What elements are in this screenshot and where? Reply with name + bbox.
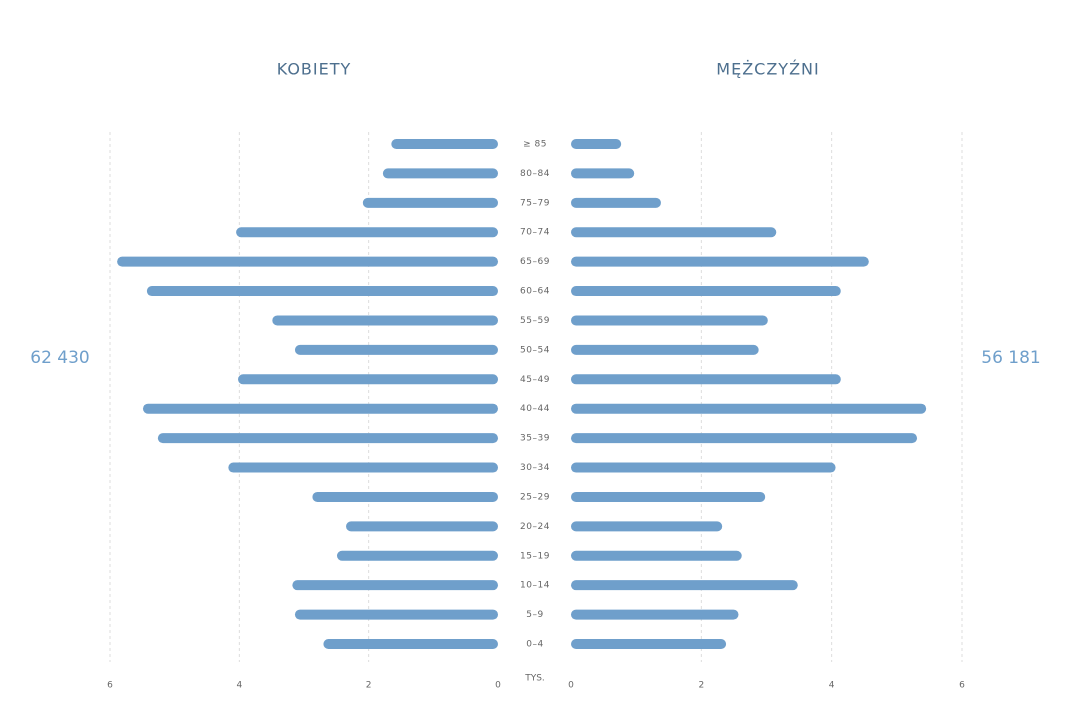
bar (238, 374, 499, 385)
x-tick-label: 6 (959, 681, 965, 691)
category-label: 10–14 (520, 581, 550, 591)
bar (346, 521, 498, 532)
bar (146, 286, 499, 297)
bar (117, 256, 498, 267)
bar (571, 433, 918, 444)
x-tick-label: 2 (366, 681, 372, 691)
bar (157, 433, 498, 444)
bar (236, 227, 498, 238)
bar (571, 403, 927, 414)
bar (571, 256, 869, 267)
bar (228, 462, 498, 473)
category-label: 75–79 (520, 198, 550, 208)
bar (571, 227, 777, 238)
bar (571, 491, 766, 502)
left-total: 62 430 (30, 348, 89, 368)
x-tick-label: 0 (495, 681, 501, 691)
bar (571, 139, 622, 149)
x-tick-label: 4 (236, 681, 242, 691)
bar (571, 374, 841, 385)
bar (571, 315, 768, 326)
left-title: KOBIETY (277, 60, 352, 79)
category-label: 80–84 (520, 169, 550, 179)
category-label: 50–54 (520, 345, 550, 355)
category-label: 45–49 (520, 375, 550, 385)
axis-unit: TYS. (524, 674, 545, 684)
category-label: 15–19 (520, 551, 550, 561)
bar (571, 580, 798, 591)
bar (272, 315, 498, 326)
bar (571, 286, 841, 297)
right-total: 56 181 (981, 348, 1040, 368)
x-tick-label: 0 (568, 681, 574, 691)
bar (323, 639, 498, 649)
bar (391, 139, 498, 149)
bar (382, 168, 498, 179)
x-tick-label: 6 (107, 681, 113, 691)
bar (571, 197, 661, 208)
bar (571, 521, 723, 532)
bar (571, 639, 727, 649)
bar (571, 550, 742, 561)
bar (571, 344, 759, 355)
bar (142, 403, 499, 414)
bar (292, 580, 498, 591)
category-label: 30–34 (520, 463, 550, 473)
category-label: 60–64 (520, 287, 550, 297)
bar (571, 462, 836, 473)
bar (362, 197, 498, 208)
category-label: 35–39 (520, 434, 550, 444)
bar (571, 168, 635, 179)
category-label: 40–44 (520, 404, 550, 414)
category-label: 0–4 (526, 640, 543, 650)
x-tick-label: 4 (829, 681, 835, 691)
bar (294, 609, 498, 620)
right-title: MĘŻCZYŹNI (716, 60, 819, 79)
category-label: 25–29 (520, 492, 550, 502)
category-label: 55–59 (520, 316, 550, 326)
category-label: ≥ 85 (523, 140, 547, 150)
bar (571, 609, 739, 620)
category-label: 70–74 (520, 228, 550, 238)
category-label: 65–69 (520, 257, 550, 267)
bar (312, 491, 498, 502)
bar (294, 344, 498, 355)
bar (336, 550, 498, 561)
category-label: 5–9 (526, 610, 543, 620)
category-label: 20–24 (520, 522, 550, 532)
x-tick-label: 2 (698, 681, 704, 691)
